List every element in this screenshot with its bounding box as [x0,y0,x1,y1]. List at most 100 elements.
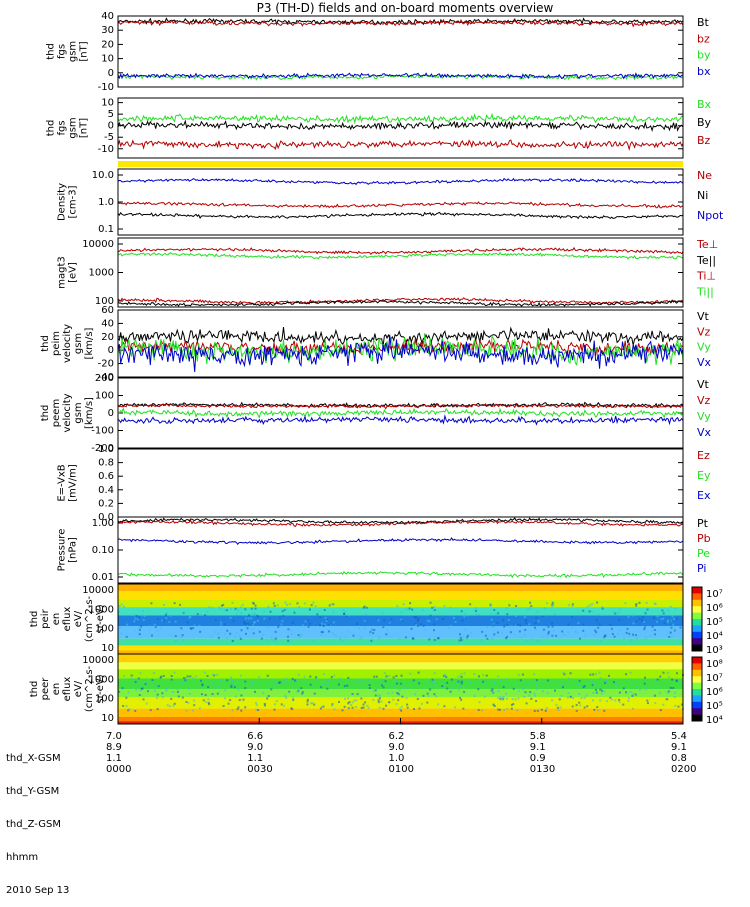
legend-entry: Vt [697,378,710,391]
spectrogram-pixel [559,706,562,709]
panel-p6: thd peem velocity gsm [km/s] 200 100 0 -100 -200 V… [40,373,712,454]
spectrogram-pixel [449,606,452,609]
spectrogram-pixel [576,631,579,634]
xaxis-column: 6.6 9.0 1.1 0030 [247,731,272,775]
spectrogram-pixel [239,606,242,609]
spectrogram-pixel [569,695,572,698]
spectrogram-pixel [226,629,229,632]
y-tick-label: 10000 [82,239,114,250]
spectrogram-pixel [320,686,323,689]
spectrogram-pixel [307,625,310,628]
spectrogram-pixel [599,699,602,702]
spectrogram-pixel [666,621,669,624]
spectrogram-pixel [526,684,529,687]
spectrogram-pixel [432,686,435,689]
spectrogram-pixel [679,626,682,629]
spectrogram-pixel [484,634,487,637]
series-line-Bz [117,139,684,152]
spectrogram-pixel [497,690,500,693]
spectrogram-pixel [631,694,634,697]
spectrogram-pixel [295,679,298,682]
spectrogram-pixel [214,630,217,633]
y-tick-label: -10 [98,82,114,93]
spectrogram-pixel [535,628,538,631]
spectrogram-pixel [582,686,585,689]
spectrogram-pixel [518,690,521,693]
spectrogram-pixel [320,631,323,634]
spectrogram-pixel [203,671,206,674]
spectrogram-pixel [451,687,454,690]
spectrogram-pixel [231,639,234,642]
spectrogram-pixel [586,605,589,608]
spectrogram-pixel [663,622,666,625]
legend-entry: Pi [697,562,706,575]
spectrogram-pixel [243,622,246,625]
spectrogram-pixel [345,615,348,618]
spectrogram-pixel [179,603,182,606]
spectrogram-pixel [674,607,677,610]
spectrogram-pixel [428,638,431,641]
colorbar-label: 10⁴ [706,631,723,642]
spectrogram-pixel [119,626,122,629]
spectrogram-pixel [654,702,657,705]
spectrogram-pixel [583,685,586,688]
series-line-Pe [117,570,684,579]
spectrogram-pixel [192,677,195,680]
spectrogram-pixel [377,699,380,702]
spectrogram-pixel [187,687,190,690]
spectrogram-pixel [141,614,144,617]
spectrogram-pixel [575,629,578,632]
spectrogram-pixel [597,613,600,616]
spectrogram-pixel [170,678,173,681]
spectrogram-pixel [431,678,434,681]
y-axis-label: fgs [57,44,68,59]
spectrogram-pixel [255,701,258,704]
spectrogram-pixel [322,625,325,628]
spectrogram-pixel [406,703,409,706]
spectrogram-pixel [596,706,599,709]
spectrogram-pixel [385,675,388,678]
spectrogram-pixel [290,632,293,635]
spectrogram-pixel [205,701,208,704]
spectrogram-pixel [457,688,460,691]
spectrogram-pixel [443,705,446,708]
spectrogram-pixel [223,623,226,626]
spectrogram-pixel [266,697,269,700]
spectrogram-pixel [458,679,461,682]
spectrogram-pixel [170,675,173,678]
spectrogram-pixel [375,675,378,678]
spectrogram-pixel [656,678,659,681]
spectrogram-pixel [502,695,505,698]
spectrogram-pixel [381,680,384,683]
spectrogram-pixel [401,620,404,623]
spectrogram-pixel [257,708,260,711]
spectrogram-pixel [510,625,513,628]
spectrogram-pixel [358,627,361,630]
spectrogram-pixel [617,611,620,614]
spectrogram-pixel [330,676,333,679]
spectrogram-pixel [274,682,277,685]
spectrogram-pixel [477,675,480,678]
spectrogram-pixel [137,677,140,680]
spectrogram-pixel [676,672,679,675]
spectrogram-pixel [558,698,561,701]
spectrogram-pixel [595,619,598,622]
spectrogram-pixel [545,635,548,638]
spectrogram-pixel [319,616,322,619]
spectrogram-pixel [600,692,603,695]
spectrogram-pixel [332,633,335,636]
colorbar-label: 10⁷ [706,589,723,600]
spectrogram-pixel [613,635,616,638]
legend-entry: Te⊥ [696,238,718,251]
spectrogram-pixel [609,696,612,699]
y-tick-label: 0.2 [98,498,114,509]
spectrogram-pixel [604,634,607,637]
spectrogram-pixel [585,694,588,697]
spectrogram-pixel [333,674,336,677]
colorbar-swatch [692,669,702,677]
spectrogram-pixel [625,691,628,694]
spectrogram-pixel [449,624,452,627]
spectrogram-pixel [372,632,375,635]
spectrogram-pixel [190,627,193,630]
